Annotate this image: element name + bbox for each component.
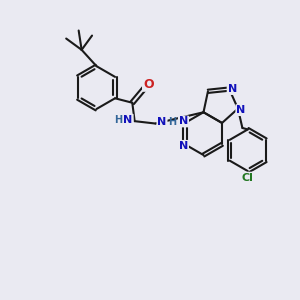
Text: H: H [114,115,122,125]
Text: N: N [236,105,245,115]
Text: N: N [179,141,188,151]
Text: Cl: Cl [242,172,254,183]
Text: O: O [143,78,154,91]
Text: N: N [158,117,166,127]
Text: N: N [124,115,133,125]
Text: N: N [228,84,237,94]
Text: H: H [168,117,176,127]
Text: N: N [179,116,188,127]
